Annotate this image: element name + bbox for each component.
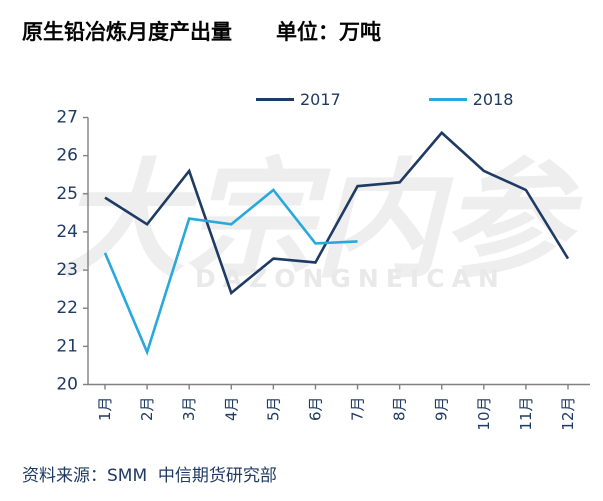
- y-tick-label: 26: [56, 146, 78, 166]
- x-tick-label: 2月: [138, 397, 156, 422]
- legend-line-2017-icon: [256, 98, 294, 101]
- y-tick-label: 25: [56, 184, 78, 204]
- chart-legend: 2017 2018: [256, 90, 513, 109]
- x-tick-label: 9月: [433, 397, 451, 422]
- x-tick-label: 11月: [517, 397, 535, 431]
- x-tick-label: 12月: [559, 397, 577, 431]
- source-note: 资料来源：SMM 中信期货研究部: [22, 466, 277, 486]
- y-tick-label: 24: [56, 222, 78, 242]
- legend-label-2017: 2017: [300, 90, 341, 109]
- chart-title: 原生铅冶炼月度产出量: [22, 20, 232, 44]
- legend-item-2017: 2017: [256, 90, 341, 109]
- unit-label: 单位：万吨: [276, 20, 381, 44]
- y-tick-label: 21: [56, 336, 78, 356]
- axis-line: [87, 117, 590, 386]
- x-tick-label: 6月: [306, 397, 324, 422]
- legend-label-2018: 2018: [472, 90, 514, 109]
- y-tick-label: 23: [56, 260, 78, 280]
- chart-header: 原生铅冶炼月度产出量 单位：万吨: [22, 16, 381, 46]
- x-tick-label: 5月: [264, 397, 282, 422]
- x-tick-label: 10月: [475, 397, 493, 431]
- x-tick-label: 4月: [222, 397, 240, 422]
- y-tick-label: 20: [56, 375, 78, 395]
- series-line-2018: [103, 188, 358, 356]
- y-tick-label: 22: [56, 298, 78, 318]
- x-tick-label: 8月: [391, 397, 409, 422]
- legend-item-2018: 2018: [428, 90, 514, 109]
- series-line-2017: [104, 130, 570, 296]
- x-tick-label: 3月: [180, 397, 198, 422]
- x-tick-label: 1月: [96, 397, 114, 422]
- x-tick-label: 7月: [349, 397, 367, 422]
- y-tick-label: 27: [56, 108, 78, 128]
- legend-line-2018-icon: [428, 98, 467, 101]
